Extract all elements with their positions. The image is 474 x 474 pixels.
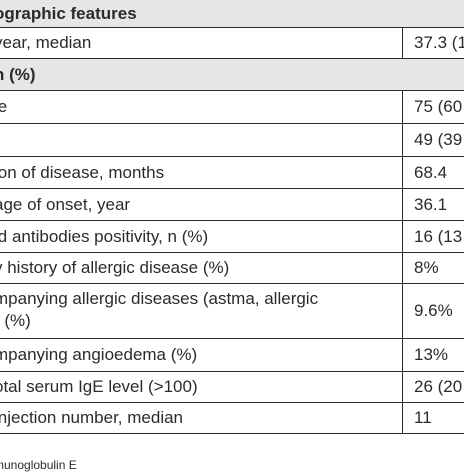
row-value: 13% — [402, 339, 464, 371]
table-row: injection number, median 11 — [0, 403, 464, 434]
row-value: 11 — [402, 403, 464, 433]
table-row: 49 (39 — [0, 124, 464, 157]
row-label: mpanying angioedema (%) — [0, 345, 198, 364]
table-footnote: munoglobulin E — [0, 458, 77, 472]
row-label: id antibodies positivity, n (%) — [0, 226, 209, 246]
row-label: year, median — [0, 33, 92, 52]
table-section-header: n (%) — [0, 59, 464, 91]
row-label: injection number, median — [0, 408, 184, 427]
row-label: mpanying allergic diseases (astma, aller… — [0, 289, 319, 330]
table-row: ion of disease, months 68.4 — [0, 157, 464, 189]
table-row: le 75 (60 — [0, 91, 464, 124]
table-section-header: ographic features — [0, 0, 464, 28]
table-row: v history of allergic disease (%) 8% — [0, 253, 464, 284]
row-label: otal serum IgE level (>100) — [0, 377, 198, 396]
row-value: 68.4 — [402, 157, 464, 188]
row-value: 37.3 (1 — [402, 28, 464, 58]
table-row: mpanying allergic diseases (astma, aller… — [0, 284, 464, 339]
row-value: 75 (60 — [402, 91, 464, 123]
row-value: 36.1 — [402, 189, 464, 220]
row-value: 49 (39 — [402, 124, 464, 156]
table-row: id antibodies positivity, n (%) 16 (13 — [0, 221, 464, 253]
row-label: age of onset, year — [0, 194, 131, 214]
row-value: 9.6% — [402, 284, 464, 338]
row-label: le — [0, 97, 8, 116]
row-value: 26 (20 — [402, 372, 464, 402]
table-row: otal serum IgE level (>100) 26 (20 — [0, 372, 464, 403]
table-row: age of onset, year 36.1 — [0, 189, 464, 221]
demographics-table: ographic features year, median 37.3 (1 n… — [0, 0, 464, 434]
section-title: n (%) — [0, 64, 36, 84]
row-label: ion of disease, months — [0, 162, 165, 182]
section-title: ographic features — [0, 3, 137, 23]
row-value: 16 (13 — [402, 221, 464, 252]
table-row: year, median 37.3 (1 — [0, 28, 464, 59]
row-label: v history of allergic disease (%) — [0, 258, 230, 277]
row-value: 8% — [402, 253, 464, 283]
table-row: mpanying angioedema (%) 13% — [0, 339, 464, 372]
row-label — [0, 124, 402, 156]
